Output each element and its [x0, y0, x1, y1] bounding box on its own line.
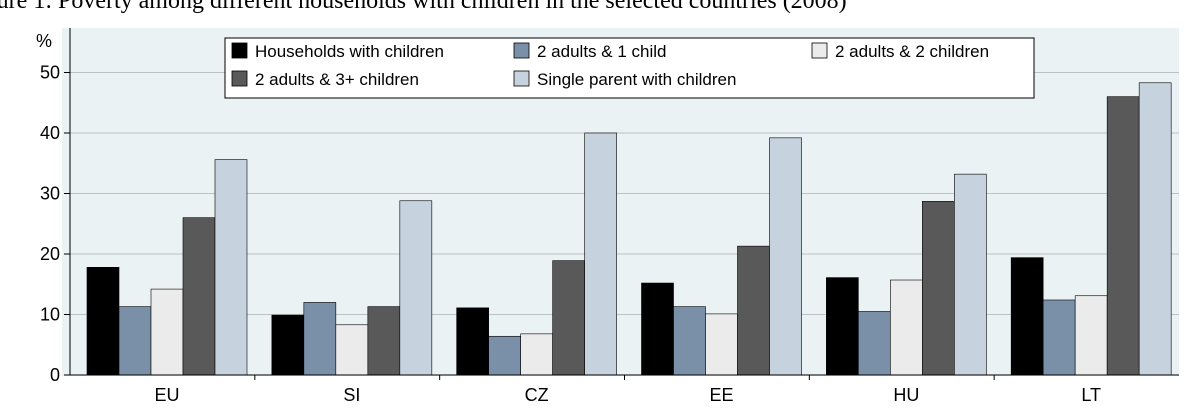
- legend-box: [224, 37, 1035, 99]
- bars: [86, 82, 1172, 376]
- bar: [858, 311, 891, 376]
- bar: [922, 201, 955, 376]
- bar: [214, 159, 248, 376]
- bar: [826, 277, 859, 376]
- bar: [456, 307, 489, 376]
- legend-label: 2 adults & 3+ children: [255, 70, 419, 89]
- legend-label: Households with children: [255, 42, 444, 61]
- bar: [1074, 295, 1108, 376]
- x-tick-label: LT: [1081, 385, 1101, 405]
- bar: [673, 306, 706, 376]
- bar: [150, 288, 184, 376]
- bar: [584, 132, 617, 376]
- bar: [86, 267, 120, 376]
- x-tick-label: EE: [709, 385, 733, 405]
- legend-swatch: [513, 42, 530, 59]
- bar: [890, 279, 923, 376]
- legend-label: 2 adults & 2 children: [835, 42, 989, 61]
- bar: [520, 333, 553, 376]
- y-axis-ticks: 0 10 20 30 40 50: [40, 63, 70, 385]
- x-tick-label: SI: [343, 385, 360, 405]
- legend: Households with children 2 adults & 1 chi…: [224, 37, 1035, 99]
- bar: [552, 260, 585, 376]
- bar: [182, 217, 216, 376]
- legend-label: 2 adults & 1 child: [537, 42, 666, 61]
- legend-swatch: [231, 42, 248, 59]
- y-tick-label: 10: [40, 305, 60, 325]
- bar: [303, 302, 337, 376]
- bar: [399, 200, 433, 376]
- bar: [335, 324, 369, 376]
- bar: [1042, 299, 1076, 376]
- figure-caption: igure 1: Poverty among different househo…: [0, 0, 847, 14]
- y-axis-label: %: [36, 31, 52, 51]
- bar: [1106, 96, 1140, 376]
- bar: [1138, 82, 1172, 376]
- y-tick-label: 0: [50, 365, 60, 385]
- legend-swatch: [811, 42, 828, 59]
- bar: [488, 335, 521, 376]
- bar: [705, 313, 738, 376]
- bar: [271, 314, 305, 376]
- y-tick-label: 50: [40, 63, 60, 83]
- bar: [954, 173, 987, 376]
- x-tick-label: HU: [893, 385, 919, 405]
- y-tick-label: 40: [40, 123, 60, 143]
- y-tick-label: 20: [40, 244, 60, 264]
- bar: [118, 306, 152, 376]
- x-axis-ticks: EU SI CZ EE HU LT: [154, 375, 1101, 405]
- x-tick-label: CZ: [525, 385, 549, 405]
- x-tick-label: EU: [154, 385, 179, 405]
- y-tick-label: 30: [40, 184, 60, 204]
- legend-label: Single parent with children: [537, 70, 736, 89]
- bar: [737, 245, 770, 376]
- bar: [1010, 257, 1044, 376]
- legend-swatch: [231, 70, 248, 87]
- bar: [769, 137, 802, 376]
- bar: [641, 282, 674, 376]
- bar: [367, 306, 401, 376]
- legend-swatch: [513, 70, 530, 87]
